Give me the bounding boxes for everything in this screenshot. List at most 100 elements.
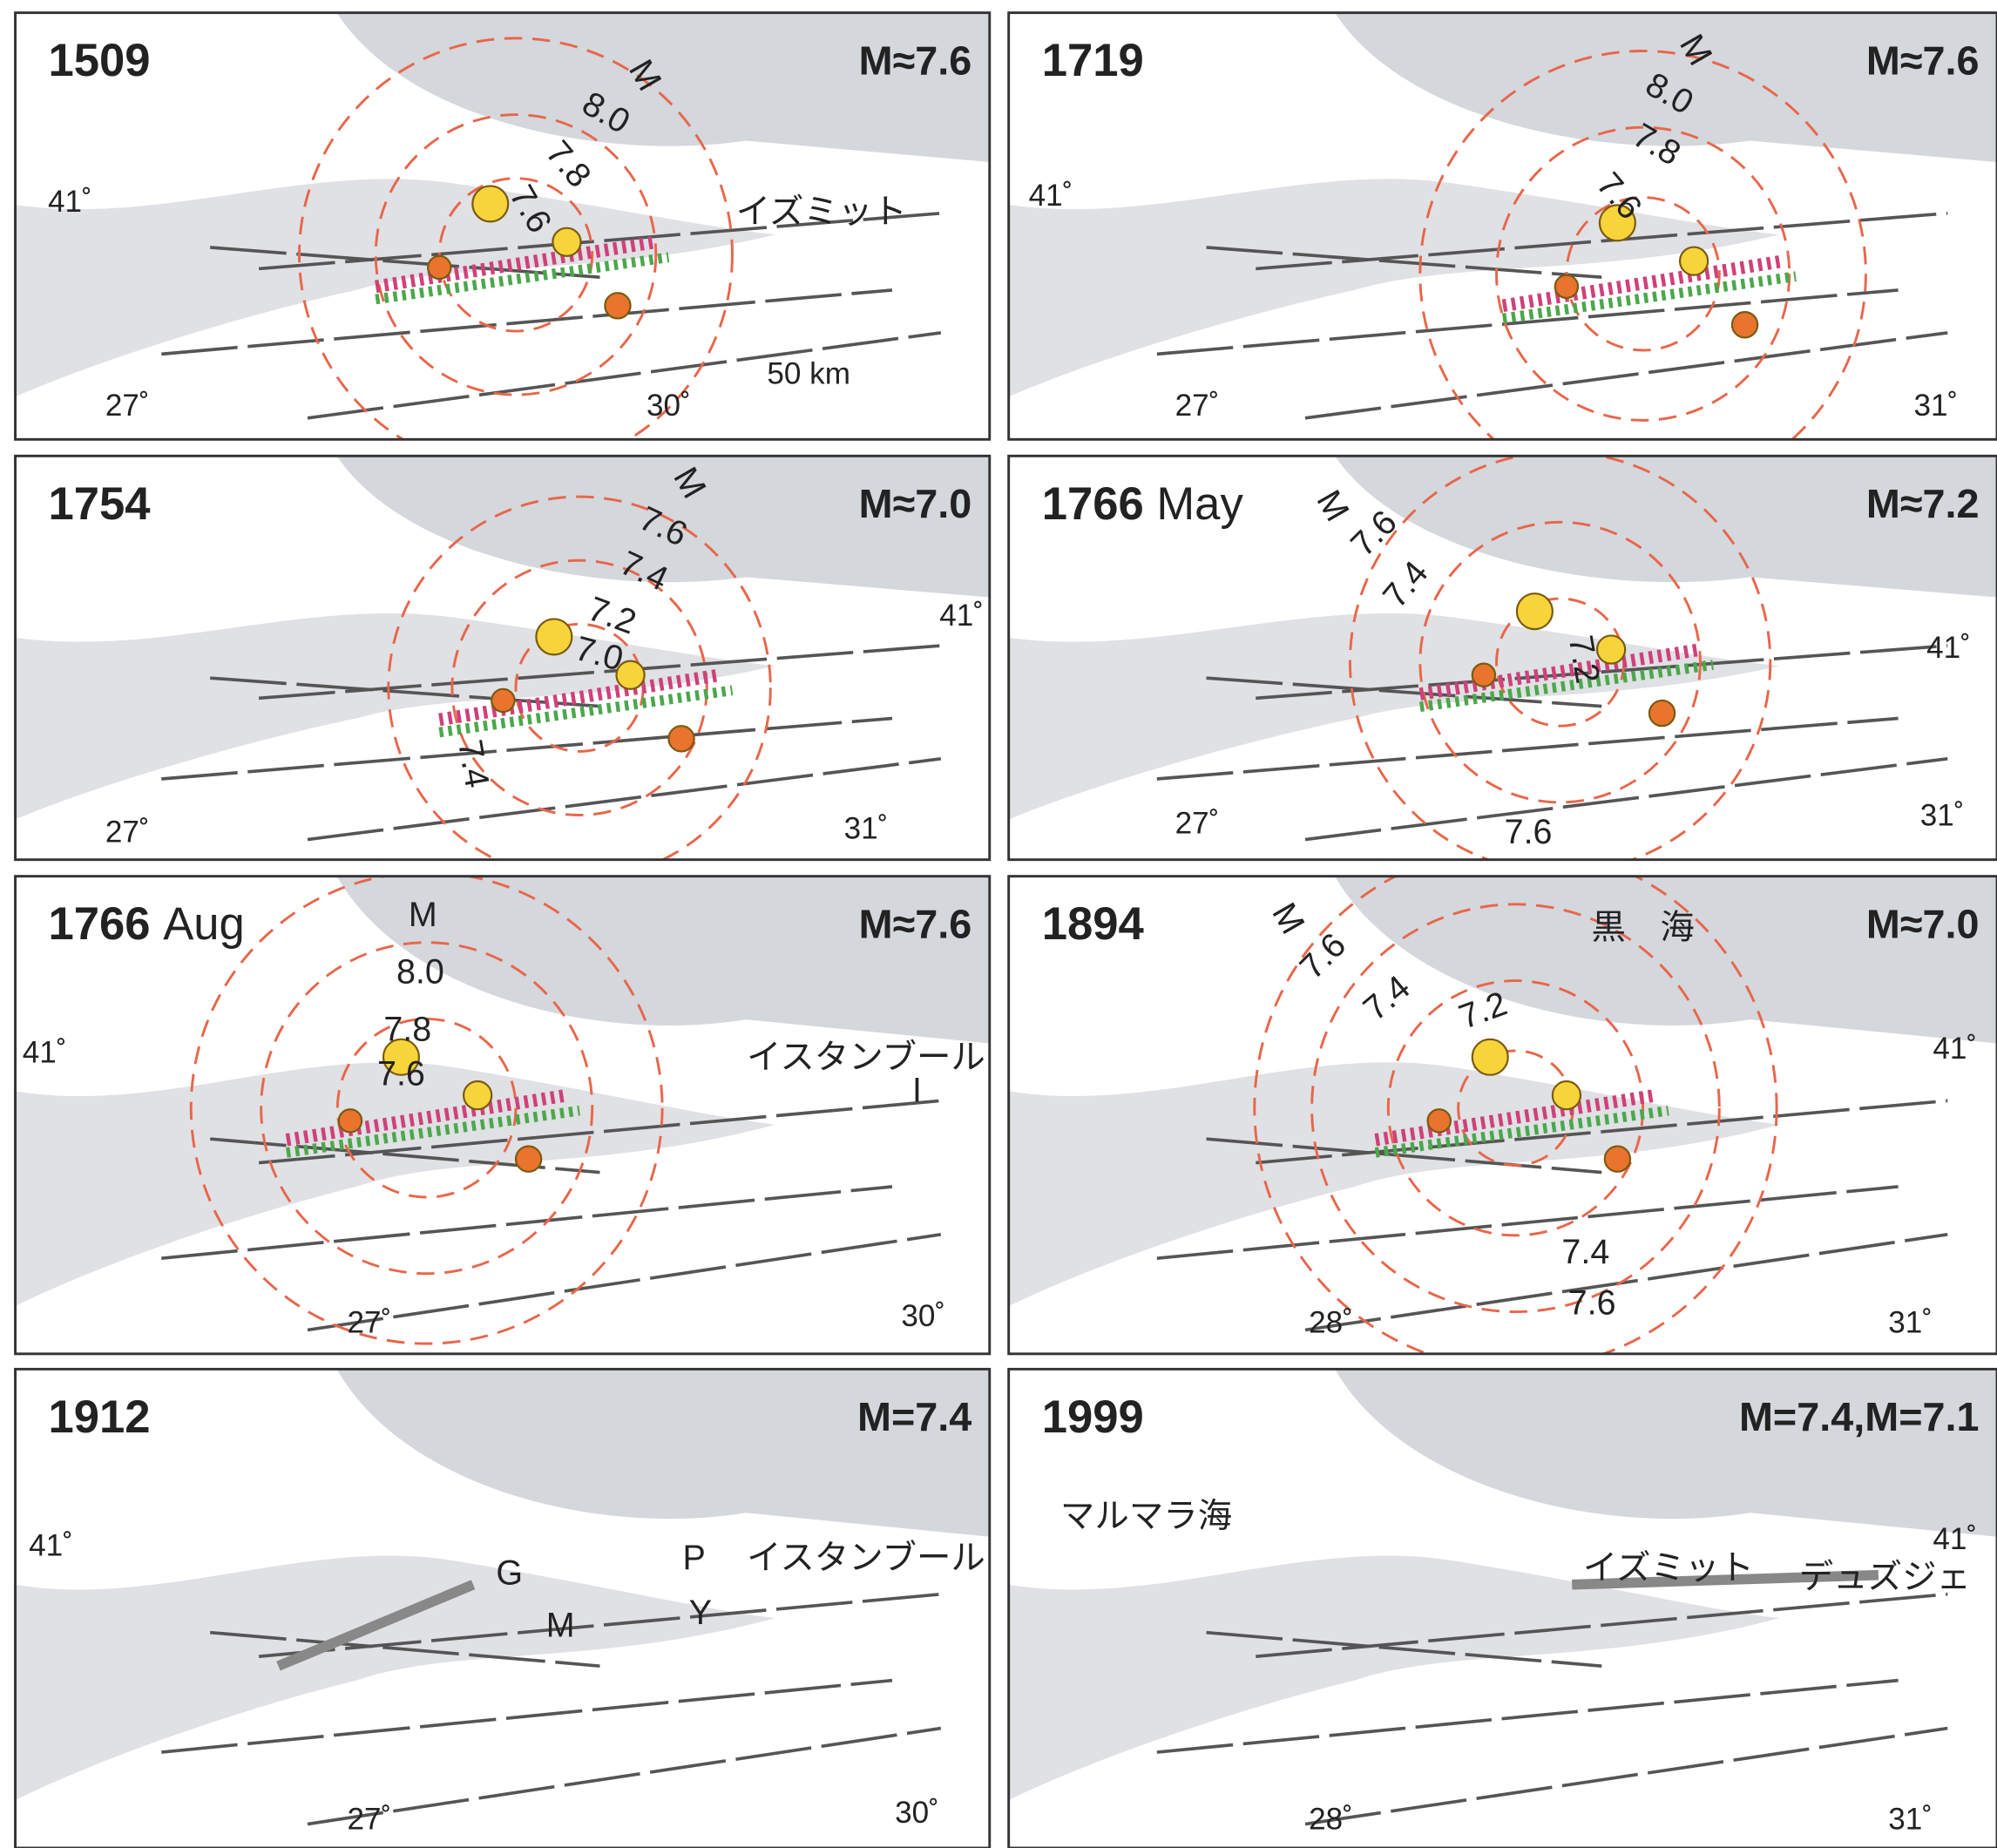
map-label: マルマラ海: [1060, 1497, 1232, 1535]
map-label: 7.4: [450, 737, 497, 791]
intensity-dot: [668, 726, 694, 751]
magnitude: M≈7.6: [1866, 37, 1980, 83]
year-title: 1766 Aug: [49, 898, 245, 950]
map-label: 41˚: [1029, 179, 1073, 213]
intensity-dot: [516, 1147, 541, 1172]
map-label: 41˚: [939, 599, 984, 633]
map-panel: 1754M≈7.0M7.67.47.27.07.441˚27˚31˚: [16, 456, 990, 878]
map-label: 31˚: [1913, 389, 1958, 423]
year: 1766: [49, 898, 151, 950]
map-label: 7.6: [377, 1055, 425, 1093]
year-title: 1999: [1042, 1391, 1144, 1443]
intensity-dot: [1605, 1147, 1630, 1172]
map-panel: 1999 M=7.4,M=7.1 マルマラ海 41˚ イズミット デュズジェ 28˚ 31˚: [1009, 1369, 1997, 1848]
year: 1894: [1042, 898, 1144, 950]
intensity-dot: [1472, 1039, 1508, 1075]
map-label: イズミット: [736, 193, 907, 231]
map-label: イスタンブール: [747, 1539, 985, 1577]
year-title: 1719: [1042, 35, 1144, 86]
map-label: 7.6: [1568, 1284, 1616, 1323]
intensity-dot: [464, 1081, 491, 1109]
map-label: 30˚: [646, 389, 691, 423]
intensity-dot: [339, 1109, 362, 1132]
map-label: 7.6: [1505, 813, 1553, 851]
map-label: 8.0: [396, 953, 444, 992]
intensity-dot: [1680, 247, 1708, 275]
map-label: 41˚: [1926, 631, 1971, 665]
intensity-dot: [1472, 664, 1495, 687]
year-title: 1912: [49, 1391, 151, 1443]
year: 1766: [1042, 478, 1144, 530]
year: 1754: [49, 478, 151, 530]
map-label: 31˚: [1888, 1305, 1933, 1339]
intensity-dot: [472, 186, 508, 221]
intensity-dot: [428, 256, 450, 279]
map: [16, 13, 990, 471]
month: May: [1156, 478, 1243, 530]
intensity-dot: [1553, 1081, 1581, 1109]
map-label: 31˚: [1920, 799, 1965, 833]
year: 1912: [49, 1391, 151, 1443]
year: 1509: [49, 35, 151, 86]
magnitude: M=7.4,M=7.1: [1739, 1394, 1980, 1439]
year-title: 1754: [49, 478, 151, 530]
intensity-dot: [1649, 701, 1675, 726]
map-label: 7.4: [1561, 1233, 1609, 1271]
map: [16, 1369, 990, 1848]
intensity-dot: [552, 228, 580, 256]
map-label: 41˚: [1933, 1522, 1977, 1556]
map-label: 27˚: [1175, 389, 1220, 423]
intensity-dot: [1428, 1109, 1451, 1132]
magnitude: M≈7.0: [1866, 902, 1980, 947]
map-label: 28˚: [1309, 1305, 1353, 1339]
map-label: イスタンブール: [747, 1039, 985, 1077]
map-label: 28˚: [1309, 1803, 1353, 1837]
map-label: イズミット: [1583, 1549, 1754, 1587]
year: 1719: [1042, 35, 1144, 86]
map-label: 27˚: [1175, 806, 1220, 840]
figure: 1509M≈7.6M8.07.87.641˚27˚30˚イズミット50 km17…: [0, 0, 1997, 1848]
map-label: 41˚: [1933, 1032, 1977, 1066]
intensity-dot: [1517, 593, 1553, 629]
map-label: 41˚: [48, 185, 92, 219]
map-label: 27˚: [348, 1803, 392, 1837]
map: [1009, 1369, 1997, 1848]
map-label: 27˚: [105, 816, 150, 850]
magnitude: M≈7.6: [859, 37, 972, 83]
map-label: 31˚: [844, 811, 889, 845]
map-label: Y: [689, 1594, 712, 1632]
map-label: 41˚: [23, 1036, 67, 1070]
year-title: 1509: [49, 35, 151, 86]
map-label: 30˚: [901, 1299, 945, 1333]
month: Aug: [163, 898, 245, 950]
map-label: 31˚: [1888, 1803, 1933, 1837]
map-panel: 1912 M=7.4 41˚ GM PY イスタンブール 27˚ 30˚: [16, 1369, 990, 1848]
map: [1009, 847, 1997, 1369]
magnitude: M=7.4: [857, 1394, 971, 1439]
map-label: 50 km: [767, 356, 850, 390]
intensity-dot: [491, 689, 514, 712]
map-label: I: [912, 1072, 922, 1110]
magnitude: M≈7.2: [1866, 481, 1980, 526]
map-label: M: [546, 1607, 575, 1645]
map-label: 30˚: [895, 1796, 939, 1830]
intensity-dot: [1732, 312, 1757, 337]
map-label: 27˚: [105, 389, 150, 423]
map-label: 27˚: [348, 1305, 392, 1339]
map-label: G: [496, 1554, 523, 1593]
map: [1009, 13, 1997, 497]
year: 1999: [1042, 1391, 1144, 1443]
magnitude: M≈7.6: [859, 902, 972, 947]
year-title: 1894: [1042, 898, 1144, 950]
map-label: 41˚: [29, 1528, 73, 1562]
intensity-dot: [605, 293, 630, 318]
year-title: 1766 May: [1042, 478, 1244, 530]
intensity-dot: [1555, 275, 1578, 298]
map-label: デュズジェ: [1799, 1558, 1971, 1596]
map-label: 黒 海: [1591, 908, 1694, 946]
map-label: P: [682, 1539, 705, 1577]
